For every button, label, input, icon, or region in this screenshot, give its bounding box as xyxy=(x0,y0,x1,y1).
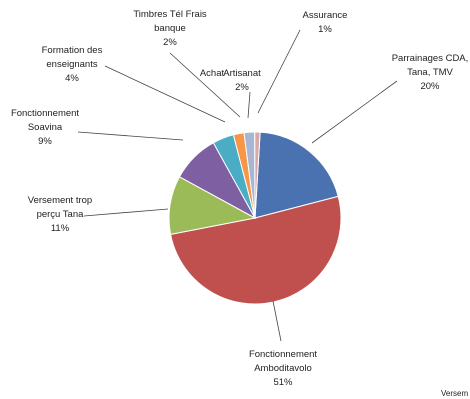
slice-label-fonctionnement: Fonctionnement Amboditavolo 51% xyxy=(249,349,317,388)
slice-label-parrainages-cda: Parrainages CDA, Tana, TMV 20% xyxy=(392,53,469,92)
leader-line-timbres-tel-frais xyxy=(169,52,241,118)
slice-label-formation-des: Formation des enseignants 4% xyxy=(42,45,103,84)
leader-line-artisanat xyxy=(247,91,251,119)
slice-label-assurance: Assurance 1% xyxy=(303,10,348,35)
leader-line-assurance xyxy=(257,29,301,114)
slice-label-versement-trop: Versement trop perçu Tana 11% xyxy=(28,195,92,234)
leader-line-fonctionnement xyxy=(272,300,282,342)
leader-line-formation-des xyxy=(104,65,226,123)
slice-label-achat: Achat xyxy=(200,68,225,79)
leader-line-versement-trop xyxy=(83,208,169,217)
slice-label-artisanat: Artisanat 2% xyxy=(223,68,261,93)
leader-line-parrainages-cda xyxy=(311,80,398,144)
pie-slice-parrainages-cda xyxy=(254,131,339,219)
pie-slice-assurance xyxy=(254,131,261,219)
cutoff-label: Versem xyxy=(441,389,468,398)
slice-label-timbres-tel-frais: Timbres Tél Frais banque 2% xyxy=(133,9,207,48)
slice-label-fonctionnement: Fonctionnement Soavina 9% xyxy=(11,108,79,147)
pie-slice-fonctionnement xyxy=(169,195,342,305)
leader-line-fonctionnement xyxy=(77,131,184,141)
